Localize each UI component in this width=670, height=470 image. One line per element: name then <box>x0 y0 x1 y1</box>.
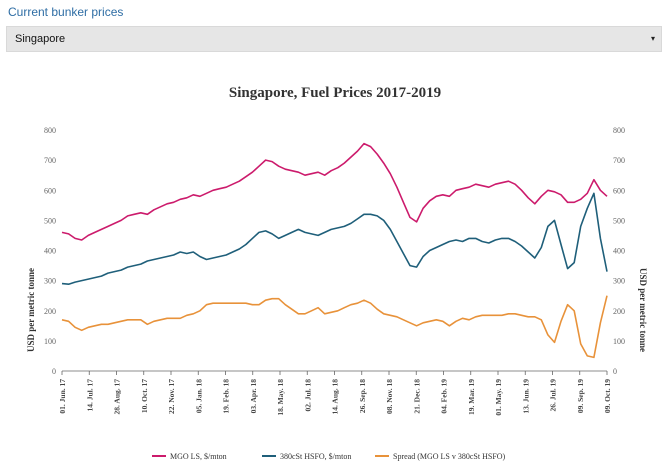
y-tick-label-right: 100 <box>613 337 625 346</box>
x-tick-label: 09. Oct. 19 <box>603 379 612 413</box>
left-axis-title: USD per metric tonne <box>26 268 36 352</box>
x-tick-label: 26. Jul. 19 <box>549 379 558 412</box>
y-tick-label-left: 800 <box>44 126 56 135</box>
x-tick-label: 14. Jul. 17 <box>85 379 94 412</box>
legend-label-1: 380cSt HSFO, $/mton <box>280 452 351 461</box>
y-tick-label-right: 800 <box>613 126 625 135</box>
y-tick-label-left: 200 <box>44 307 56 316</box>
chart-title: Singapore, Fuel Prices 2017-2019 <box>229 85 441 101</box>
y-tick-label-left: 100 <box>44 337 56 346</box>
legend-label-0: MGO LS, $/mton <box>170 452 227 461</box>
right-y-axis: 0 100 200 300 400 500 600 700 800 <box>613 126 625 376</box>
y-tick-label-left: 300 <box>44 277 56 286</box>
y-tick-label-left: 600 <box>44 186 56 195</box>
y-tick-label-right: 300 <box>613 277 625 286</box>
x-tick-label: 08. Nov. 18 <box>385 379 394 414</box>
x-axis: 01. Jun. 17 14. Jul. 17 28. Aug. 17 10. Oct… <box>58 370 612 416</box>
x-tick-label: 28. Aug. 17 <box>113 379 122 415</box>
x-tick-label: 01. May. 19 <box>494 379 503 416</box>
series-line-1 <box>61 192 608 285</box>
legend-label-2: Spread (MGO LS v 380cSt HSFO) <box>393 452 506 461</box>
x-tick-label: 03. Apr. 18 <box>249 379 258 414</box>
chevron-down-icon: ▾ <box>650 34 655 43</box>
port-select[interactable]: Singapore ▾ <box>6 26 662 52</box>
x-tick-label: 04. Feb. 19 <box>440 379 449 414</box>
y-tick-label-right: 600 <box>613 186 625 195</box>
x-tick-label: 18. May. 18 <box>276 379 285 416</box>
legend: MGO LS, $/mton 380cSt HSFO, $/mton Spread … <box>152 452 506 461</box>
x-tick-label: 10. Oct. 17 <box>140 379 149 413</box>
y-tick-label-right: 500 <box>613 216 625 225</box>
fuel-price-chart: Singapore, Fuel Prices 2017-2019 0 100 200… <box>26 85 648 461</box>
y-tick-label-right: 0 <box>613 367 617 376</box>
y-tick-label-right: 700 <box>613 156 625 165</box>
right-axis-title: USD per metric tonne <box>638 268 648 352</box>
x-tick-label: 19. Mar. 19 <box>467 379 476 415</box>
y-tick-label-left: 500 <box>44 216 56 225</box>
x-tick-label: 02. Jul. 18 <box>303 379 312 412</box>
x-tick-label: 22. Nov. 17 <box>167 379 176 414</box>
series-line-2 <box>61 295 608 359</box>
y-tick-label-right: 400 <box>613 247 625 256</box>
x-tick-label: 26. Sep. 18 <box>358 379 367 413</box>
y-tick-label-left: 400 <box>44 247 56 256</box>
x-tick-label: 01. Jun. 17 <box>58 379 67 414</box>
x-tick-label: 19. Feb. 18 <box>222 379 231 414</box>
left-y-axis: 0 100 200 300 400 500 600 700 800 <box>44 126 56 376</box>
y-tick-label-left: 0 <box>52 367 56 376</box>
x-tick-label: 14. Aug. 18 <box>331 379 340 415</box>
series-line-0 <box>61 142 608 241</box>
port-select-value: Singapore <box>15 33 66 45</box>
x-tick-label: 05. Jan. 18 <box>194 379 203 413</box>
x-tick-label: 13. Jun. 19 <box>521 379 530 414</box>
current-bunker-prices-link[interactable]: Current bunker prices <box>8 5 124 19</box>
y-tick-label-left: 700 <box>44 156 56 165</box>
y-tick-label-right: 200 <box>613 307 625 316</box>
x-tick-label: 09. Sep. 19 <box>576 379 585 413</box>
x-tick-label: 21. Dec. 18 <box>412 379 421 414</box>
